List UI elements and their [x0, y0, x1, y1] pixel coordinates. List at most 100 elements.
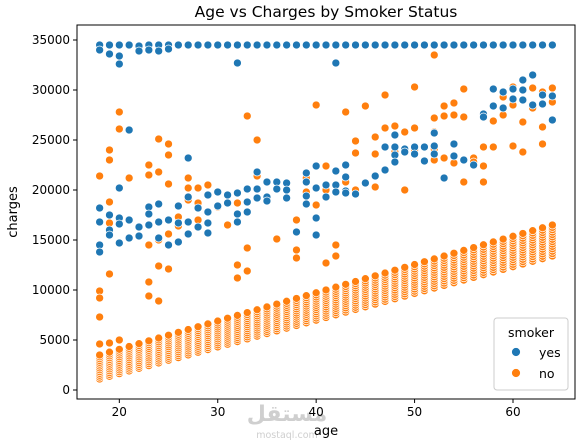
point-yes: [301, 168, 311, 178]
point-no: [479, 142, 488, 152]
point-no: [370, 182, 380, 192]
point-no: [351, 136, 360, 146]
point-no: [390, 121, 400, 131]
point-yes: [203, 207, 213, 217]
point-no: [548, 83, 557, 93]
point-yes: [508, 94, 518, 104]
point-yes: [203, 218, 213, 228]
watermark: مستقل mostaql.com: [247, 402, 327, 441]
point-yes: [508, 84, 518, 94]
point-yes: [105, 49, 114, 59]
x-axis-ticks: 20 30 40 50 60: [112, 399, 521, 419]
point-yes: [311, 40, 321, 50]
point-no: [223, 313, 232, 323]
point-yes: [370, 171, 380, 181]
point-no: [233, 198, 242, 208]
point-yes: [262, 40, 272, 50]
legend-title: smoker: [508, 325, 555, 340]
point-no: [252, 305, 262, 315]
point-no: [538, 139, 547, 149]
point-yes: [341, 188, 351, 198]
point-yes: [183, 40, 193, 50]
point-yes: [488, 101, 498, 111]
point-no: [321, 161, 331, 171]
point-no: [331, 240, 341, 250]
point-no: [400, 263, 410, 272]
point-no: [341, 279, 351, 289]
point-no: [203, 319, 213, 329]
point-yes: [518, 85, 528, 95]
point-no: [144, 170, 154, 180]
point-no: [154, 134, 164, 144]
point-yes: [498, 40, 508, 50]
point-yes: [272, 40, 282, 50]
watermark-subtext: mostaql.com: [256, 430, 318, 441]
point-yes: [351, 40, 360, 50]
point-yes: [174, 201, 183, 211]
point-yes: [429, 128, 439, 138]
point-yes: [469, 40, 478, 50]
point-no: [292, 245, 301, 255]
point-no: [380, 90, 390, 100]
point-yes: [420, 142, 429, 152]
point-no: [164, 330, 173, 340]
point-no: [154, 261, 164, 271]
point-no: [193, 322, 203, 332]
point-yes: [154, 217, 164, 227]
point-yes: [390, 40, 400, 50]
point-no: [370, 132, 380, 142]
y-tick-label: 30000: [32, 83, 70, 97]
point-no: [242, 266, 252, 276]
point-yes: [154, 233, 164, 243]
point-no: [538, 122, 547, 132]
point-no: [164, 139, 173, 149]
point-no: [233, 311, 242, 320]
point-yes: [370, 40, 380, 50]
point-no: [154, 296, 164, 306]
point-no: [262, 302, 272, 312]
point-yes: [193, 222, 203, 232]
point-yes: [321, 192, 331, 202]
point-no: [292, 294, 301, 303]
point-yes: [449, 139, 459, 149]
point-yes: [410, 149, 419, 159]
point-no: [528, 83, 538, 93]
point-no: [420, 257, 429, 267]
x-tick-label: 50: [407, 405, 422, 419]
point-yes: [223, 40, 232, 50]
point-yes: [134, 231, 144, 241]
point-no: [144, 160, 154, 170]
point-no: [439, 251, 449, 261]
point-yes: [528, 100, 538, 110]
point-no: [183, 325, 193, 334]
point-no: [301, 291, 311, 301]
point-no: [331, 251, 341, 261]
point-no: [144, 240, 154, 250]
y-tick-label: 5000: [39, 333, 70, 347]
point-yes: [341, 40, 351, 50]
point-no: [469, 243, 478, 252]
point-no: [459, 84, 469, 94]
point-yes: [331, 187, 341, 197]
point-no: [488, 237, 498, 247]
point-no: [459, 112, 469, 122]
point-no: [380, 123, 390, 133]
point-no: [488, 116, 498, 126]
point-yes: [233, 209, 242, 219]
point-yes: [518, 95, 528, 105]
point-no: [449, 98, 459, 108]
point-no: [292, 253, 301, 263]
point-yes: [252, 40, 262, 50]
point-yes: [114, 219, 124, 229]
point-yes: [508, 40, 518, 50]
point-yes: [183, 229, 193, 239]
point-no: [95, 171, 104, 181]
point-no: [252, 135, 262, 145]
point-no: [370, 271, 380, 281]
x-tick-label: 20: [112, 405, 127, 419]
point-yes: [124, 125, 134, 135]
point-no: [164, 150, 173, 160]
chart-title: Age vs Charges by Smoker Status: [195, 3, 458, 21]
point-yes: [203, 190, 213, 200]
x-tick-label: 60: [505, 405, 520, 419]
